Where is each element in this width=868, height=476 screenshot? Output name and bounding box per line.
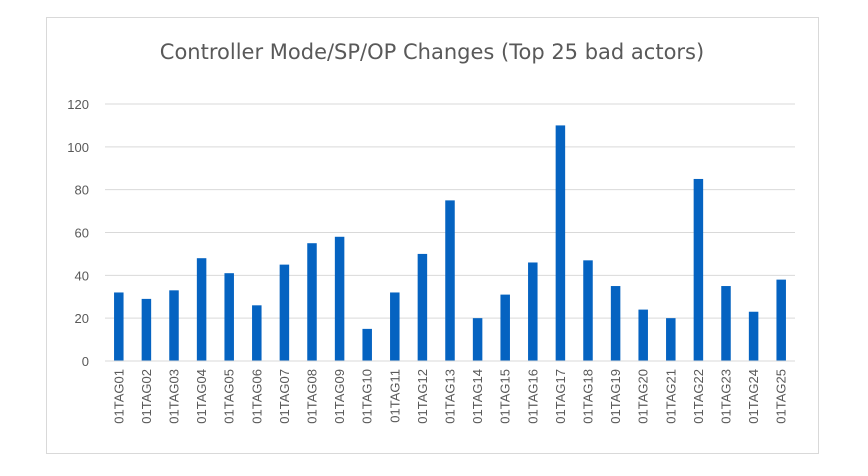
x-tick-label: 01TAG02 (139, 369, 154, 424)
x-tick-label: 01TAG15 (498, 369, 513, 424)
x-tick-label: 01TAG18 (581, 369, 596, 424)
x-axis-tick-labels: 01TAG01 01TAG02 01TAG03 01TAG04 01TAG05 01TAG… (111, 369, 788, 424)
x-tick-label: 01TAG06 (249, 369, 264, 424)
y-tick-label: 120 (67, 97, 89, 112)
x-tick-label: 01TAG24 (746, 369, 761, 424)
x-tick-label: 01TAG25 (774, 369, 789, 424)
bars (114, 125, 786, 362)
bar-01tag10 (362, 328, 372, 361)
bar-01tag13 (445, 200, 455, 361)
bar-01tag20 (638, 309, 648, 361)
x-tick-label: 01TAG22 (691, 369, 706, 424)
x-tick-label: 01TAG08 (305, 369, 320, 424)
x-tick-label: 01TAG20 (636, 369, 651, 424)
x-tick-label: 01TAG23 (719, 369, 734, 424)
bar-01tag03 (169, 290, 179, 361)
bar-01tag19 (610, 286, 621, 361)
chart-title: Controller Mode/SP/OP Changes (Top 25 ba… (160, 40, 704, 64)
x-tick-label: 01TAG01 (111, 369, 126, 424)
y-tick-label: 20 (75, 311, 89, 326)
x-tick-label: 01TAG05 (222, 369, 237, 424)
x-tick-label: 01TAG04 (194, 369, 209, 424)
bar-01tag02 (141, 298, 152, 361)
bar-01tag23 (721, 286, 731, 361)
bar-01tag18 (583, 260, 593, 361)
bar-01tag24 (748, 311, 759, 361)
bar-01tag15 (500, 294, 510, 361)
chart-frame (46, 17, 819, 454)
x-tick-label: 01TAG07 (277, 369, 292, 424)
y-tick-label: 60 (75, 226, 89, 241)
bar-01tag06 (252, 305, 262, 361)
y-tick-label: 0 (82, 354, 89, 369)
x-tick-label: 01TAG12 (415, 369, 430, 424)
x-tick-label: 01TAG13 (443, 369, 458, 424)
x-tick-label: 01TAG17 (553, 369, 568, 424)
y-tick-label: 40 (75, 268, 89, 283)
y-axis-tick-labels: 0 20 40 60 80 100 120 (67, 97, 89, 369)
bar-01tag25 (776, 279, 786, 361)
bar-01tag17 (555, 125, 566, 362)
gridlines (105, 103, 795, 319)
x-tick-label: 01TAG19 (608, 369, 623, 424)
x-tick-label: 01TAG11 (387, 369, 402, 423)
bar-01tag16 (528, 262, 538, 361)
x-tick-label: 01TAG09 (332, 369, 347, 424)
y-tick-label: 80 (75, 183, 89, 198)
bar-01tag14 (472, 318, 483, 361)
bar-01tag12 (417, 253, 428, 361)
x-tick-label: 01TAG21 (663, 369, 678, 424)
bar-01tag22 (693, 178, 704, 361)
x-tick-label: 01TAG10 (360, 369, 375, 424)
bar-01tag07 (279, 264, 290, 361)
bar-01tag21 (666, 318, 676, 361)
x-tick-label: 01TAG14 (470, 369, 485, 424)
bar-01tag11 (390, 292, 400, 361)
bar-01tag04 (196, 258, 207, 361)
bar-01tag09 (334, 236, 345, 361)
x-tick-label: 01TAG03 (167, 369, 182, 424)
x-tick-label: 01TAG16 (525, 369, 540, 424)
bar-01tag08 (307, 243, 317, 361)
bar-01tag05 (224, 273, 234, 361)
y-tick-label: 100 (67, 140, 89, 155)
bar-01tag01 (114, 292, 124, 361)
